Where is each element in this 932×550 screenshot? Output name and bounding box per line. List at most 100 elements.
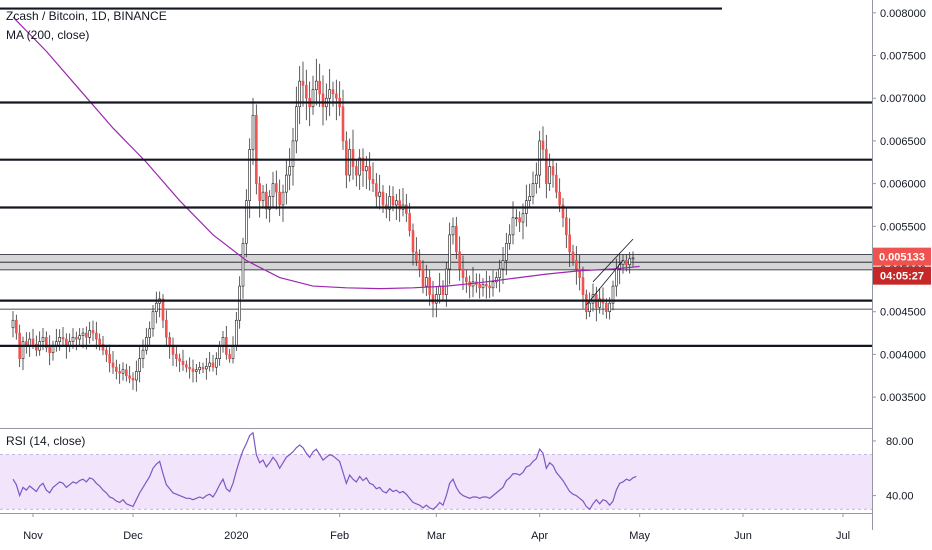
candle[interactable] [485,284,488,287]
candle[interactable] [31,338,35,345]
candle[interactable] [448,234,451,270]
candle[interactable] [631,257,635,260]
candle[interactable] [155,302,158,313]
candle[interactable] [188,366,191,370]
candle[interactable] [201,366,205,370]
candle[interactable] [368,166,371,180]
candle[interactable] [145,337,148,351]
candle[interactable] [85,332,88,338]
candle[interactable] [235,319,238,347]
candle[interactable] [555,174,558,193]
candle[interactable] [131,378,135,381]
candle[interactable] [241,243,245,287]
candle[interactable] [605,302,608,313]
candle[interactable] [198,366,201,371]
channel-upper-line[interactable] [592,238,634,283]
candle[interactable] [321,93,325,108]
candle[interactable] [21,341,25,359]
candle[interactable] [451,226,455,236]
candle[interactable] [388,196,391,210]
candle[interactable] [428,277,431,295]
candle[interactable] [295,106,298,142]
candle[interactable] [45,337,48,348]
candle[interactable] [101,343,105,351]
candle[interactable] [561,204,565,219]
candle[interactable] [218,345,221,359]
candle[interactable] [421,268,425,287]
candle[interactable] [435,294,438,304]
candle[interactable] [238,285,241,321]
candle[interactable] [458,251,461,270]
candle[interactable] [351,149,355,167]
candle[interactable] [625,260,628,266]
candle[interactable] [375,183,378,197]
candle[interactable] [151,311,155,330]
candle[interactable] [48,347,51,354]
candle[interactable] [498,268,501,278]
candle[interactable] [491,281,495,289]
candle[interactable] [271,183,275,197]
candle[interactable] [518,217,521,223]
candle[interactable] [91,330,95,334]
candle[interactable] [288,166,291,176]
candle[interactable] [111,362,115,368]
channel-lower-line[interactable] [586,260,624,306]
candle[interactable] [138,358,141,372]
candle[interactable] [395,200,398,206]
candle[interactable] [75,337,78,340]
candle[interactable] [95,332,98,340]
candle[interactable] [178,358,181,362]
candle[interactable] [408,213,411,231]
candle[interactable] [118,371,121,374]
candle[interactable] [581,277,585,295]
candle[interactable] [575,260,578,270]
candle[interactable] [515,217,518,220]
candle[interactable] [431,294,435,304]
candle[interactable] [261,191,265,201]
candle[interactable] [11,319,15,329]
price-pane[interactable] [0,7,872,392]
candle[interactable] [365,166,368,172]
candle[interactable] [568,234,571,253]
candle[interactable] [281,191,285,206]
candle[interactable] [171,345,175,355]
candle[interactable] [248,149,251,201]
candle[interactable] [161,298,165,321]
candle[interactable] [598,298,601,308]
candle[interactable] [318,80,321,95]
candle[interactable] [331,89,335,95]
current-price-tag[interactable] [873,247,931,266]
candle[interactable] [461,268,465,278]
candle[interactable] [345,140,348,176]
candle[interactable] [495,277,498,283]
candle[interactable] [175,354,178,359]
candle[interactable] [391,196,395,206]
candle[interactable] [148,328,151,338]
candle[interactable] [478,284,481,289]
candle[interactable] [558,191,561,206]
candle[interactable] [315,80,318,90]
candle[interactable] [361,157,365,172]
candle[interactable] [298,80,301,108]
candle[interactable] [405,204,408,214]
candle[interactable] [275,183,278,193]
candle[interactable] [355,166,358,176]
candle[interactable] [521,213,525,223]
candle[interactable] [455,226,458,253]
candle[interactable] [335,93,338,99]
candle[interactable] [205,366,208,370]
candle[interactable] [141,349,145,359]
candle[interactable] [508,234,511,244]
candle[interactable] [551,166,555,176]
candle[interactable] [505,243,508,261]
candle[interactable] [81,332,85,336]
candle[interactable] [481,284,485,289]
candle[interactable] [108,354,111,364]
candle[interactable] [611,285,615,304]
candle[interactable] [465,277,468,283]
candle[interactable] [255,114,258,184]
candle[interactable] [528,196,531,201]
candle[interactable] [358,157,361,176]
candle[interactable] [371,179,375,184]
